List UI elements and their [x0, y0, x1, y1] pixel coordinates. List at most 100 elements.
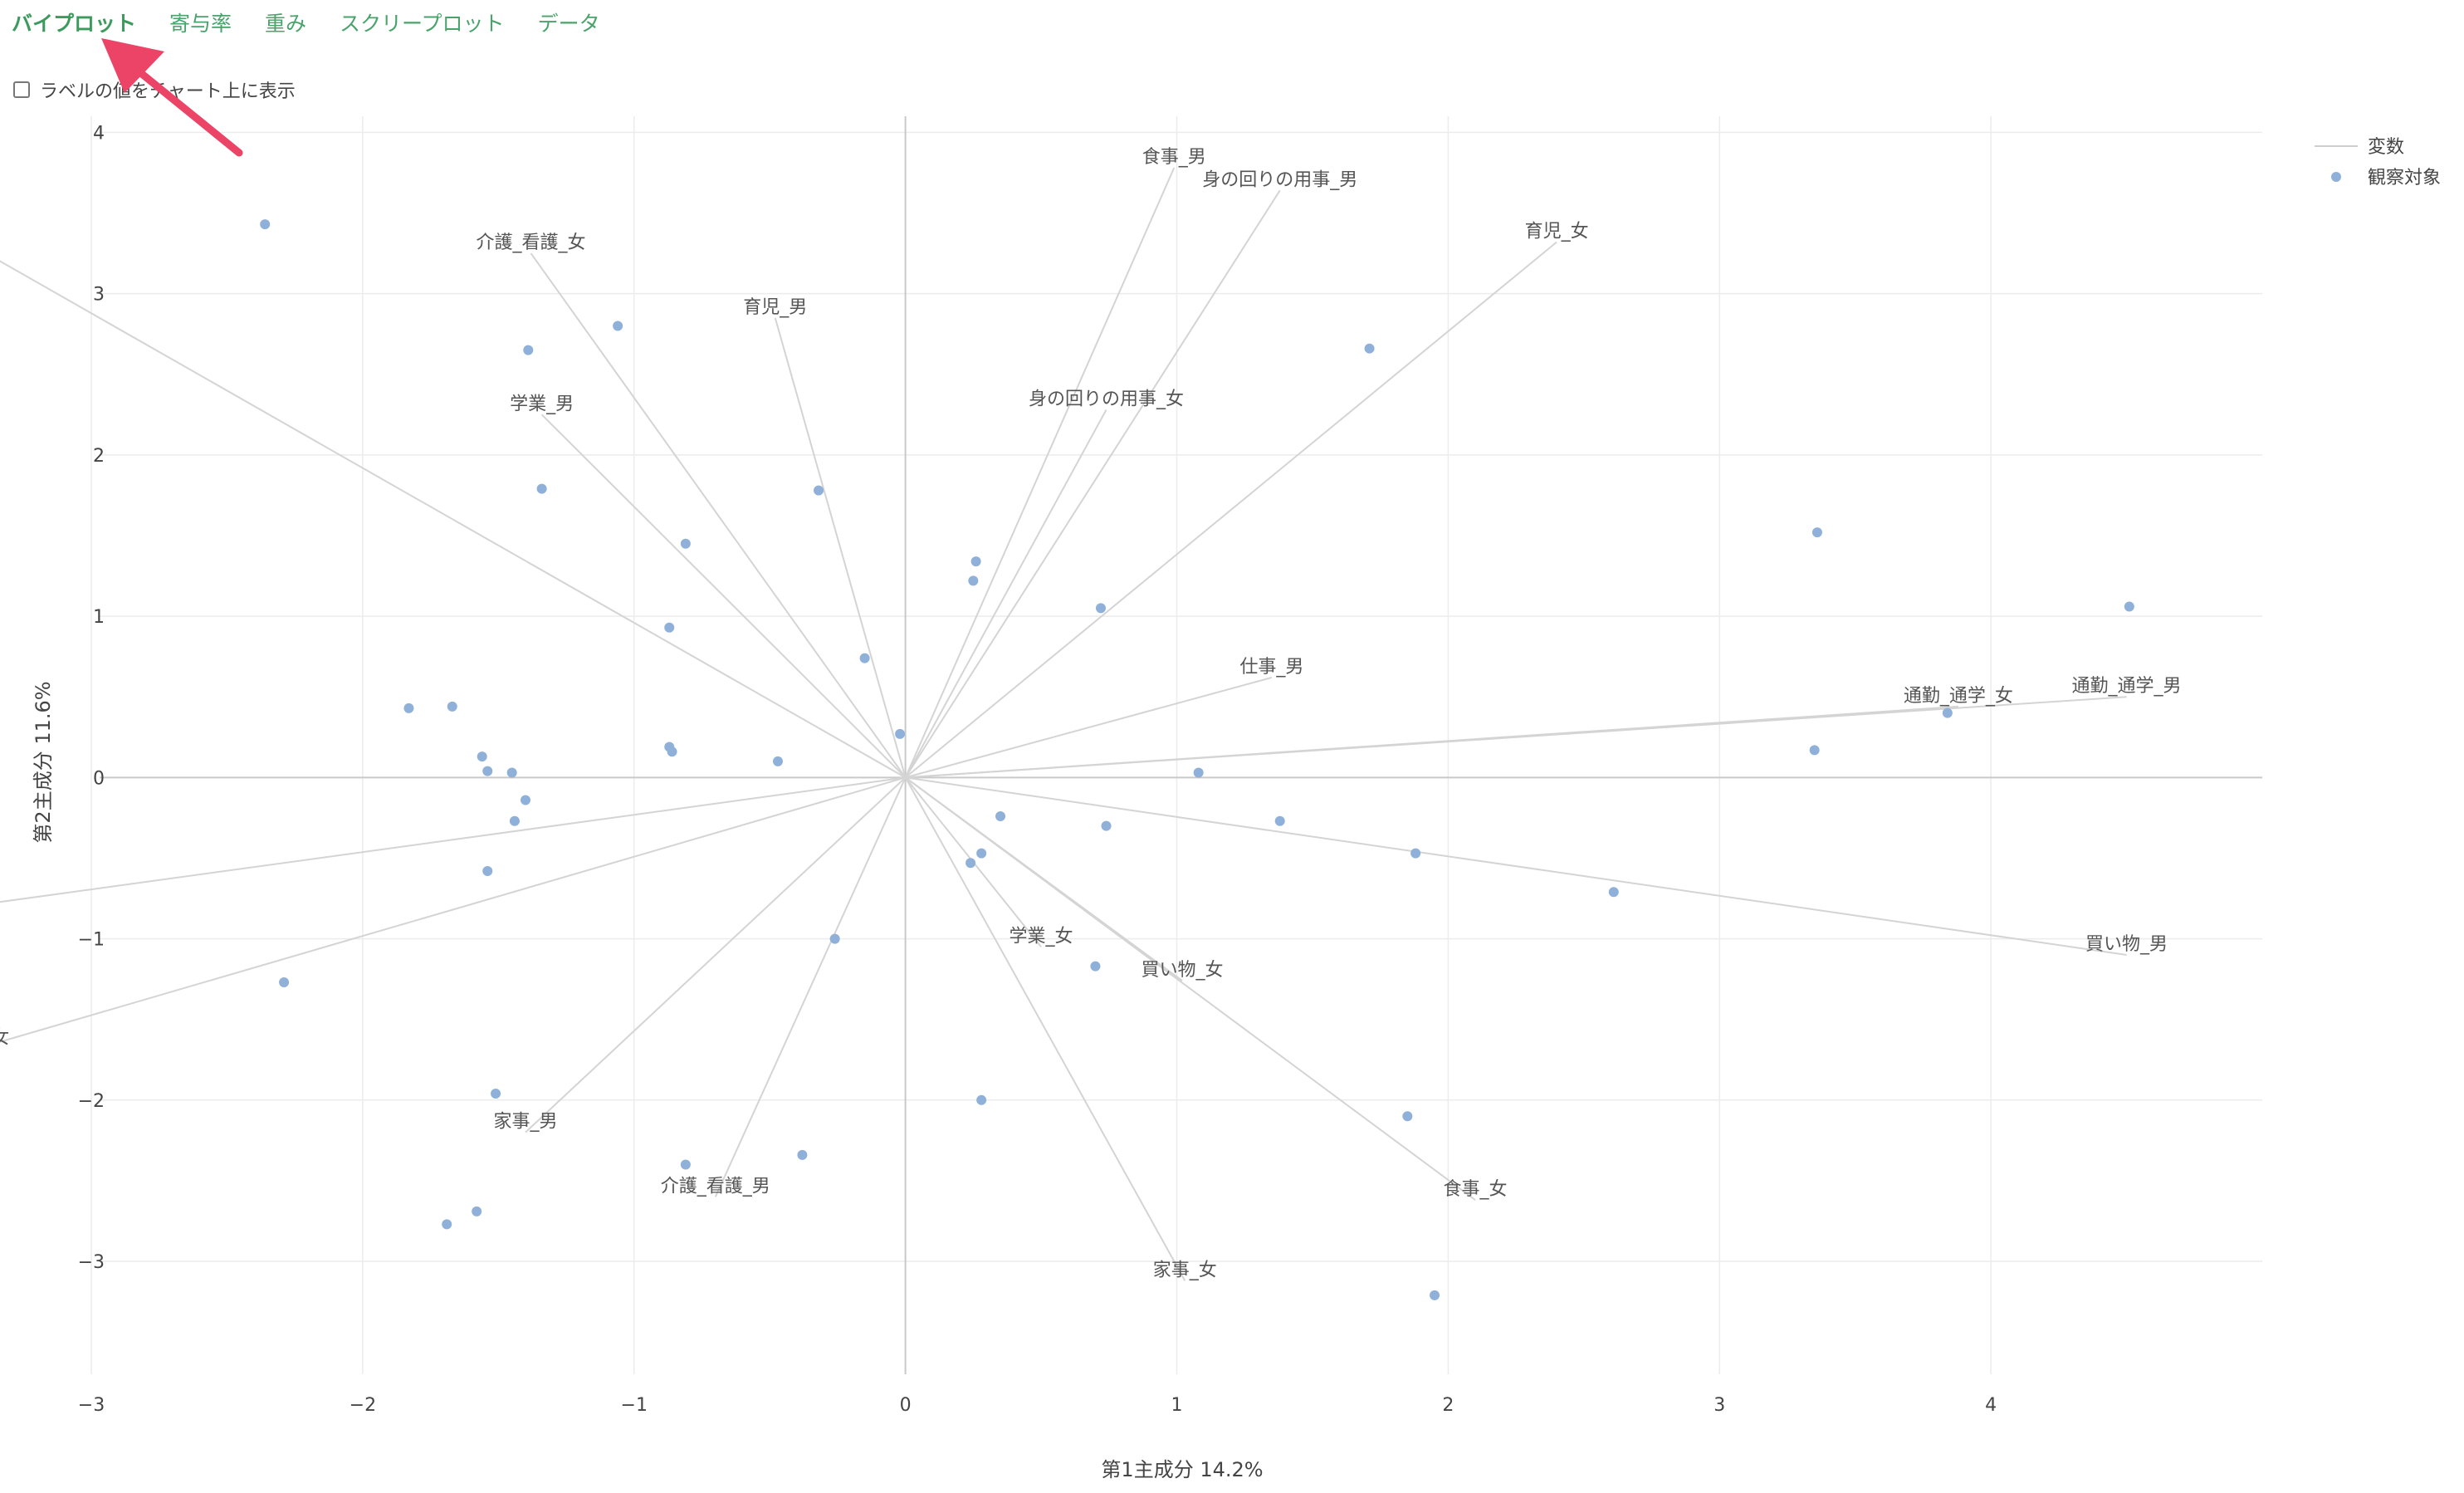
variable-vectors [0, 167, 2127, 1281]
vector-label: 介護_看護_女 [477, 233, 586, 253]
y-tick-label: 2 [93, 446, 105, 467]
x-tick-label: 2 [1442, 1395, 1454, 1416]
data-point [403, 702, 414, 713]
tab-scree-plot[interactable]: スクリープロット [340, 12, 505, 36]
vector-label: 食事_女 [1444, 1179, 1508, 1200]
vector-label: 仕事_男 [1239, 657, 1303, 678]
vector-line [525, 776, 907, 1133]
x-tick-label: 3 [1714, 1395, 1725, 1416]
data-point [976, 848, 987, 859]
vector-line [540, 414, 907, 779]
y-tick-label: 4 [93, 123, 105, 144]
tab-bar: バイプロット 寄与率 重み スクリープロット データ [12, 2, 633, 43]
vector-line [0, 776, 906, 1043]
y-tick-label: 3 [93, 285, 105, 306]
vector-line [530, 252, 907, 778]
y-tick-label: −3 [78, 1252, 105, 1273]
data-point [1811, 527, 1822, 538]
vector-label: 通勤_通学_女 [1904, 686, 2013, 707]
vector-label: 家事_男 [493, 1112, 557, 1133]
tab-biplot[interactable]: バイプロット [12, 12, 137, 36]
vector-line [904, 776, 1186, 1281]
data-point [477, 751, 487, 762]
data-point [970, 556, 981, 567]
vector-line [905, 776, 2127, 956]
data-point [995, 810, 1006, 821]
axis-ticks: −3 −2 −1 0 1 2 3 4 4 3 2 1 0 −1 −2 −3 [78, 123, 1997, 1416]
vector-line [774, 317, 907, 778]
x-tick-label: 0 [900, 1395, 912, 1416]
data-point [1095, 603, 1106, 614]
vector-label: 身の回りの用事_女 [1029, 389, 1184, 410]
vector-label: 買い物_男 [2085, 934, 2168, 955]
vector-line [904, 241, 1557, 779]
data-point [482, 866, 493, 876]
legend: 変数 観察対象 [2315, 137, 2441, 188]
y-tick-label: −2 [78, 1091, 105, 1112]
x-tick-label: 4 [1985, 1395, 1997, 1416]
label-toggle-checkbox[interactable] [13, 81, 30, 98]
data-point [1809, 745, 1820, 756]
data-point [279, 977, 290, 988]
data-point [966, 858, 976, 869]
data-point [442, 1219, 452, 1230]
legend-point-swatch [2331, 172, 2341, 182]
x-axis-label: 第1主成分 14.2% [1101, 1458, 1263, 1481]
tab-weights[interactable]: 重み [265, 12, 307, 36]
vector-label: 学業_女 [1010, 926, 1073, 947]
data-point [1364, 343, 1375, 354]
data-point [613, 321, 623, 331]
data-point [491, 1089, 501, 1099]
data-point [664, 622, 675, 633]
y-tick-label: 1 [93, 607, 105, 628]
data-point [521, 795, 530, 805]
data-point [447, 701, 457, 712]
vector-label: 学業_男 [510, 394, 574, 414]
vector-label: 育児_男 [743, 297, 807, 318]
x-tick-label: 1 [1171, 1395, 1183, 1416]
vector-label: 睡眠_女 [0, 1028, 9, 1049]
data-point [523, 345, 534, 355]
legend-vector-label: 変数 [2368, 137, 2404, 158]
y-tick-label: −1 [78, 930, 105, 951]
vector-label: 買い物_女 [1142, 960, 1224, 981]
observation-points [260, 219, 2134, 1300]
data-point [472, 1206, 482, 1216]
vector-label: 家事_女 [1153, 1260, 1217, 1280]
vector-line [905, 776, 1476, 1202]
vector-label: 食事_男 [1142, 147, 1206, 168]
data-point [829, 933, 840, 944]
data-point [1430, 1290, 1440, 1300]
data-point [1193, 767, 1204, 778]
data-point [1090, 961, 1101, 972]
x-tick-label: −1 [621, 1395, 648, 1416]
data-point [1608, 887, 1619, 898]
data-point [814, 485, 824, 496]
vector-line [904, 167, 1176, 778]
data-point [482, 766, 493, 776]
tab-contribution-rate[interactable]: 寄与率 [169, 12, 232, 36]
x-tick-label: −2 [350, 1395, 376, 1416]
tab-data[interactable]: データ [537, 12, 600, 36]
variable-labels: 仕事_女介護_看護_女育児_男学業_男食事_男身の回りの用事_男育児_女身の回り… [0, 147, 2182, 1280]
legend-point-label: 観察対象 [2368, 168, 2441, 188]
vector-line [905, 676, 1273, 779]
grid-lines [90, 116, 2262, 1374]
vector-line [714, 776, 907, 1197]
data-point [968, 575, 979, 586]
data-point [976, 1094, 987, 1105]
y-axis-label: 第2主成分 11.6% [32, 681, 55, 843]
data-point [772, 756, 783, 766]
data-point [1410, 848, 1421, 859]
data-point [895, 728, 906, 739]
vector-line [904, 189, 1281, 778]
data-point [1402, 1111, 1413, 1122]
data-point [506, 767, 517, 778]
data-point [797, 1149, 808, 1160]
data-point [680, 1159, 691, 1170]
data-point [260, 219, 271, 230]
vector-label: 身の回りの用事_男 [1202, 169, 1357, 190]
data-point [536, 483, 547, 494]
vector-label: 介護_看護_男 [661, 1176, 770, 1197]
